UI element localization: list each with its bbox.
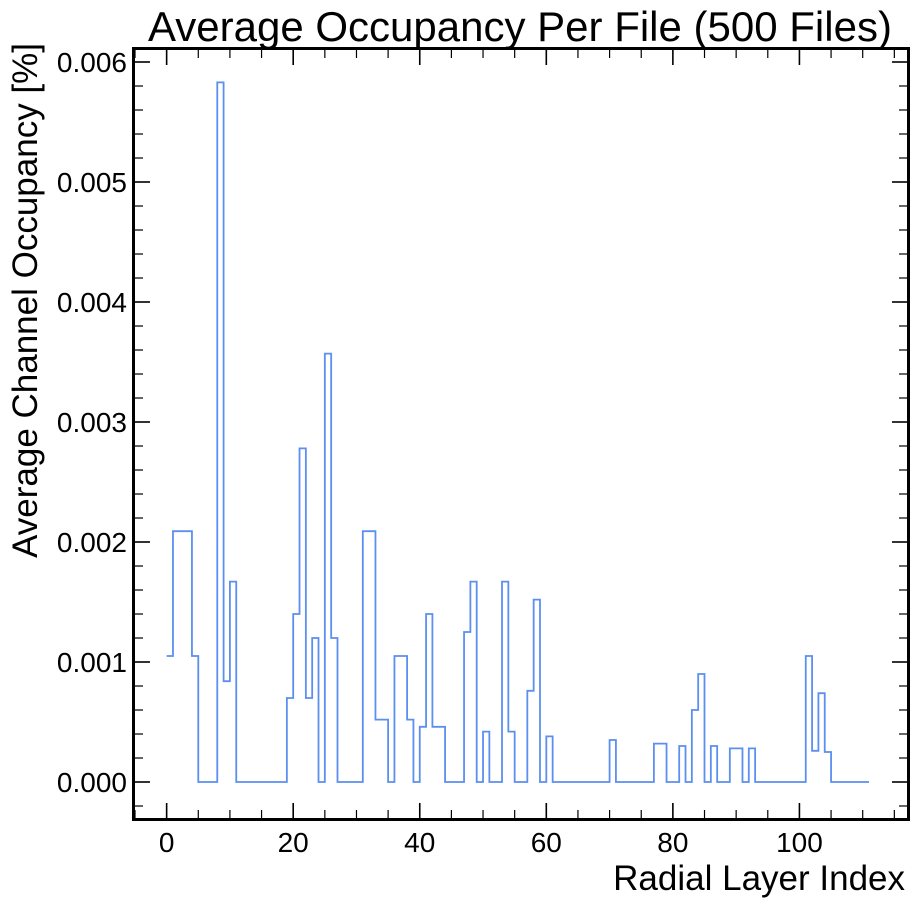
- y-tick-label: 0.002: [57, 527, 127, 558]
- x-axis-label: Radial Layer Index: [613, 859, 905, 898]
- plot-frame: [132, 47, 910, 821]
- x-tick-label: 60: [531, 827, 562, 858]
- y-tick-label: 0.000: [57, 767, 127, 798]
- occupancy-step-line: [166, 81, 870, 783]
- x-tick-label: 40: [404, 827, 435, 858]
- x-tick-label: 20: [278, 827, 309, 858]
- x-tick-label: 80: [657, 827, 688, 858]
- axis-tick-labels: 0 20 40 60 80 100 0.000 0.001 0.002 0.003 0.004 0.0…: [57, 47, 823, 858]
- y-tick-label: 0.001: [57, 647, 127, 678]
- y-axis-label: Average Channel Occupancy [%]: [6, 43, 45, 558]
- chart-title: Average Occupancy Per File (500 Files): [148, 3, 892, 50]
- x-tick-label: 100: [776, 827, 823, 858]
- y-tick-label: 0.005: [57, 167, 127, 198]
- axis-ticks: [134, 50, 907, 818]
- x-tick-label: 0: [159, 827, 175, 858]
- y-tick-label: 0.003: [57, 407, 127, 438]
- y-tick-label: 0.004: [57, 287, 127, 318]
- y-tick-label: 0.006: [57, 47, 127, 78]
